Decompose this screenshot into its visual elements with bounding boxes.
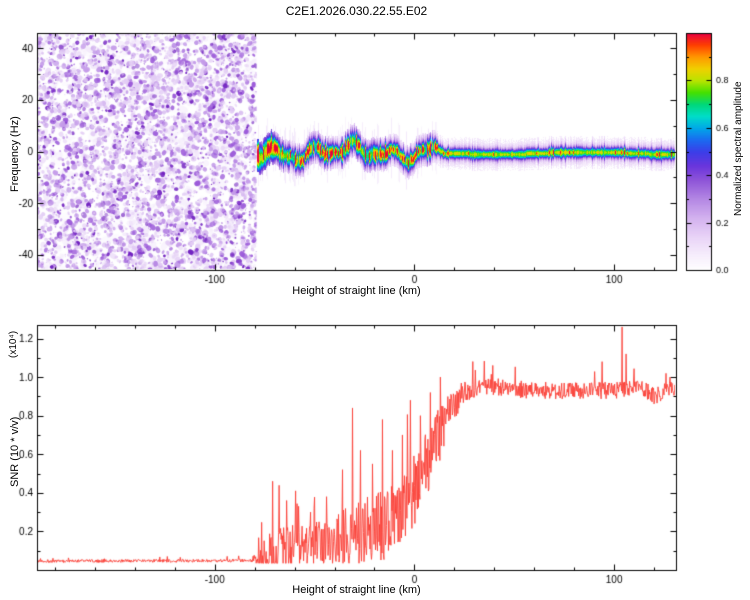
spectrogram-xaxis-label: Height of straight line (km) <box>292 285 421 297</box>
snr-canvas <box>0 300 750 600</box>
snr-xaxis-label: Height of straight line (km) <box>292 584 421 596</box>
spectrogram-yaxis-label: Frequency (Hz) <box>9 116 21 192</box>
colorbar-canvas <box>682 28 748 278</box>
snr-yaxis-label: SNR (10 * v/v) <box>9 416 21 487</box>
spectrogram-canvas <box>0 0 750 300</box>
colorbar-label: Normalized spectral amplitude <box>733 81 744 216</box>
snr-yaxis-scale-label: (x10⁴) <box>8 330 19 358</box>
